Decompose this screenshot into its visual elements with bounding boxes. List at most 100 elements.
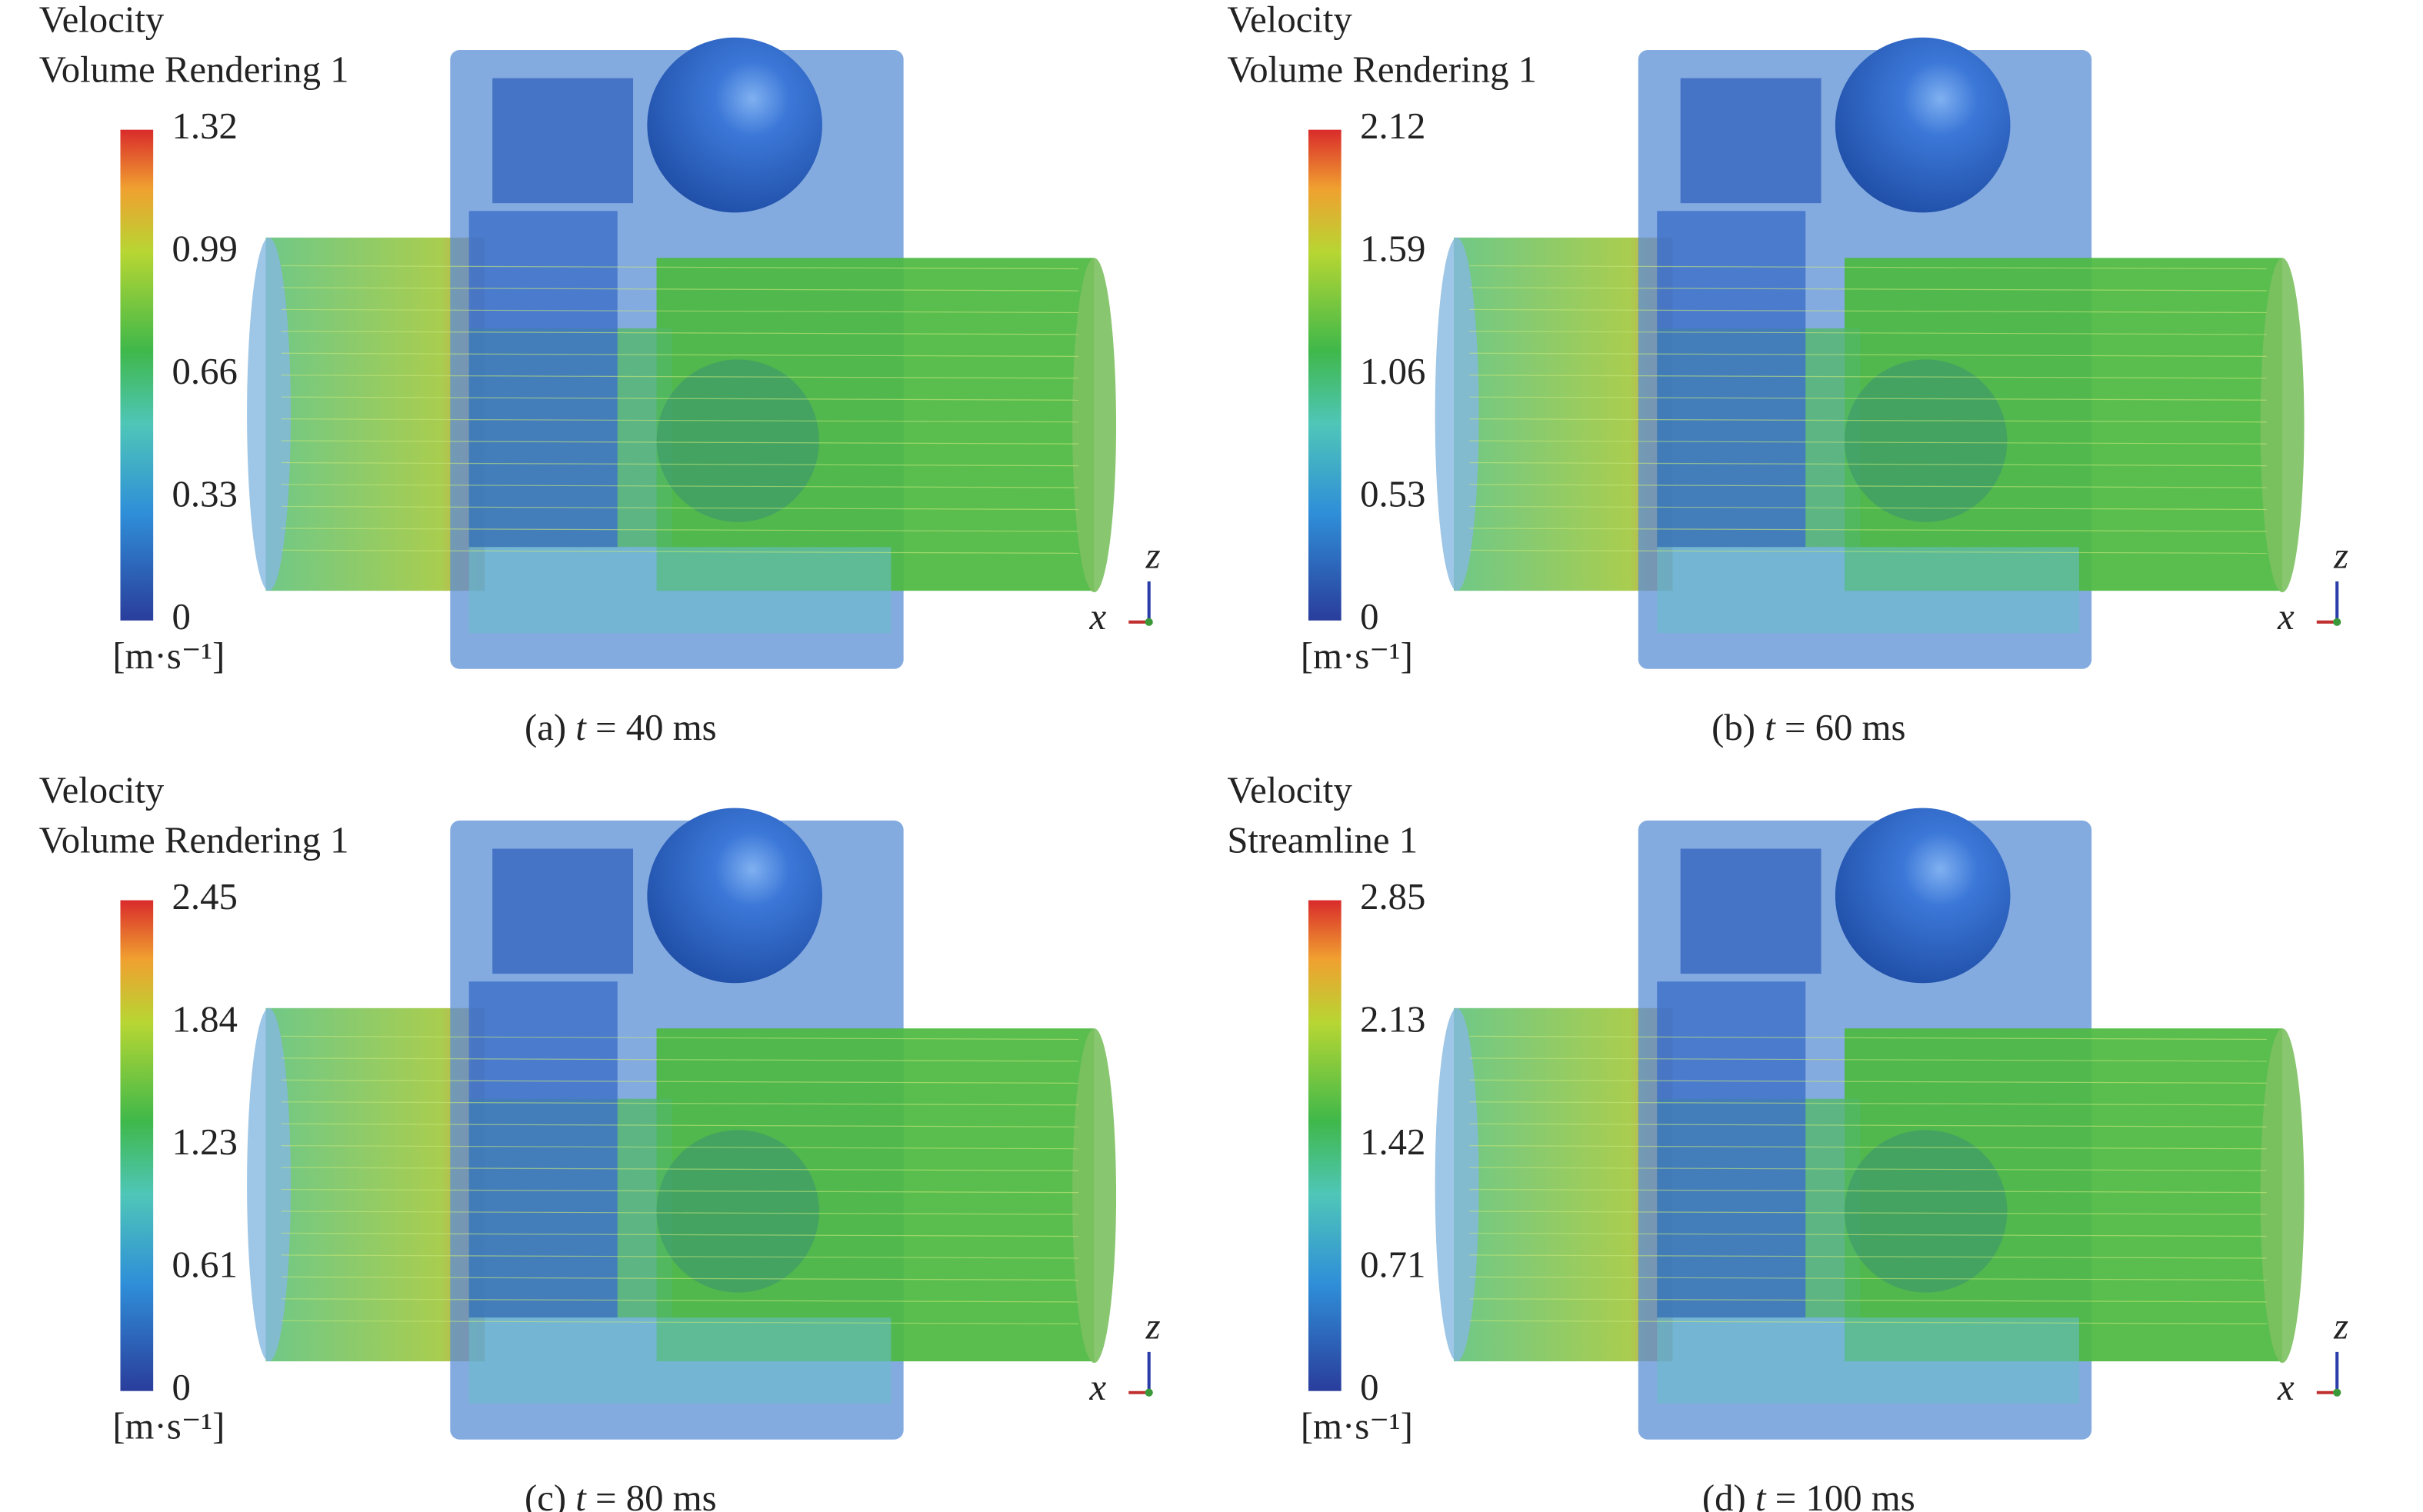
- streamline: [1469, 1320, 2267, 1324]
- axis-origin: [2333, 618, 2341, 626]
- caption-text: = 100 ms: [1775, 1477, 1915, 1512]
- upper-ball: [647, 37, 822, 213]
- streamline: [1469, 287, 2267, 291]
- streamline: [281, 1276, 1079, 1281]
- legend-subtitle: Volume Rendering 1: [39, 820, 349, 861]
- inlet-pipe: [265, 1007, 485, 1362]
- streamline: [281, 375, 1079, 379]
- outlet-face: [2260, 1028, 2305, 1364]
- colorbar: [120, 129, 154, 621]
- colorbar-tick-label: 0.61: [172, 1244, 238, 1285]
- outlet-face: [2260, 258, 2305, 593]
- bottom-flow: [1657, 547, 2079, 634]
- valve-model: [247, 37, 1117, 669]
- inlet-face: [1435, 237, 1479, 591]
- caption: (b) t = 60 ms: [1711, 707, 1905, 748]
- lower-ball: [656, 359, 819, 522]
- streamline: [1469, 1145, 2267, 1150]
- streamline: [1469, 484, 2267, 488]
- streamline: [281, 1057, 1079, 1062]
- colorbar-tick-label: 0: [1360, 596, 1378, 638]
- caption: (d) t = 100 ms: [1702, 1477, 1915, 1512]
- colorbar-tick-label: 0.33: [172, 473, 238, 515]
- inlet-face: [1435, 1007, 1479, 1362]
- caption-label: (c): [525, 1477, 566, 1512]
- colorbar-tick-label: 0: [172, 1367, 191, 1408]
- legend-title: Velocity: [39, 0, 165, 41]
- legend-subtitle: Volume Rendering 1: [1227, 49, 1537, 91]
- streamline: [1469, 1035, 2267, 1041]
- seat-block: [468, 981, 618, 1318]
- streamline: [281, 461, 1079, 467]
- streamline: [1469, 1298, 2267, 1303]
- seat-block: [468, 211, 618, 548]
- axis-label-x: x: [2277, 596, 2295, 638]
- upper-chamber: [492, 848, 634, 974]
- colorbar-unit: [m·s⁻¹]: [112, 635, 225, 677]
- upper-ball: [647, 808, 822, 984]
- colorbar: [120, 900, 154, 1391]
- axis-label-z: z: [2333, 535, 2348, 577]
- streamline: [281, 1101, 1079, 1106]
- streamline: [281, 1211, 1079, 1215]
- streamline: [281, 331, 1079, 335]
- seat-block: [1657, 981, 1806, 1318]
- streamline: [1469, 440, 2267, 445]
- panel: Velocity Volume Rendering 1 2.12 1.59 1.06 0.…: [1227, 0, 2348, 748]
- inlet-face: [247, 237, 292, 591]
- caption-variable: t: [1765, 707, 1776, 748]
- streamline: [281, 1145, 1079, 1150]
- inlet-face: [247, 1007, 292, 1362]
- panel: Velocity Volume Rendering 1 2.45 1.84 1.23 0.…: [39, 770, 1161, 1512]
- axis-label-x: x: [2277, 1367, 2295, 1408]
- axis-origin: [1145, 618, 1153, 626]
- axis-label-x: x: [1088, 1367, 1106, 1408]
- upper-ball: [1835, 37, 2011, 213]
- lower-ball: [656, 1130, 819, 1293]
- colorbar-tick-label: 1.06: [1360, 351, 1425, 392]
- axis-label-z: z: [1145, 535, 1161, 577]
- colorbar-tick-label: 0.53: [1360, 473, 1425, 515]
- streamline: [1469, 1079, 2267, 1084]
- streamline: [1469, 1254, 2267, 1259]
- upper-ball: [1835, 808, 2011, 984]
- seat-block: [1657, 211, 1806, 548]
- streamline: [281, 352, 1079, 357]
- caption-text: = 80 ms: [595, 1477, 717, 1512]
- streamline: [1469, 331, 2267, 335]
- streamline: [281, 1035, 1079, 1041]
- colorbar-unit: [m·s⁻¹]: [112, 1406, 225, 1447]
- colorbar-tick-label: 1.84: [172, 998, 238, 1040]
- outlet-face: [1072, 1028, 1117, 1364]
- colorbar: [1308, 900, 1341, 1391]
- valve-model: [1435, 37, 2305, 669]
- legend-subtitle: Volume Rendering 1: [39, 49, 349, 91]
- caption-text: = 40 ms: [595, 707, 717, 748]
- streamline: [281, 1123, 1079, 1127]
- streamline: [1469, 505, 2267, 511]
- streamline: [1469, 418, 2267, 423]
- colorbar-tick-label: 1.59: [1360, 228, 1425, 269]
- colorbar-unit: [m·s⁻¹]: [1301, 635, 1413, 677]
- colorbar-tick-label: 2.85: [1360, 876, 1425, 918]
- caption-variable: t: [575, 707, 587, 748]
- legend-title: Velocity: [1227, 0, 1352, 41]
- axis-triad: zx: [2277, 1306, 2348, 1408]
- streamline: [281, 505, 1079, 511]
- colorbar-tick-label: 1.23: [172, 1121, 238, 1163]
- bottom-flow: [1657, 1317, 2079, 1404]
- caption-label: (a): [525, 707, 566, 748]
- upper-chamber: [492, 78, 634, 204]
- streamline: [281, 1188, 1079, 1194]
- legend-subtitle: Streamline 1: [1227, 820, 1418, 861]
- inlet-pipe: [1453, 237, 1673, 591]
- upper-chamber: [1680, 78, 1821, 204]
- axis-label-z: z: [1145, 1306, 1161, 1347]
- streamline: [281, 549, 1079, 555]
- lower-ball: [1845, 1130, 2008, 1293]
- streamline: [281, 1232, 1079, 1237]
- bottom-flow: [468, 547, 892, 634]
- caption-variable: t: [575, 1477, 587, 1512]
- axis-triad: zx: [2277, 535, 2348, 638]
- streamline: [281, 265, 1079, 270]
